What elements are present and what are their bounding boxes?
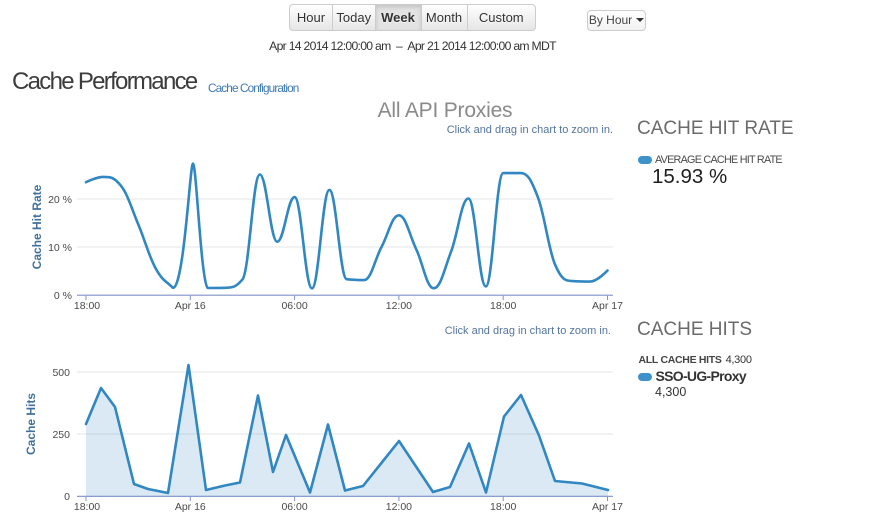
- svg-text:18:00: 18:00: [74, 300, 100, 312]
- svg-text:Apr 17: Apr 17: [592, 300, 623, 312]
- svg-text:Cache Hits: Cache Hits: [24, 393, 38, 455]
- svg-text:Apr 16: Apr 16: [175, 300, 206, 312]
- svg-text:0 %: 0 %: [54, 290, 72, 302]
- svg-text:500: 500: [52, 367, 70, 379]
- svg-text:18:00: 18:00: [490, 501, 516, 513]
- svg-text:20 %: 20 %: [48, 194, 72, 206]
- svg-text:06:00: 06:00: [281, 300, 307, 312]
- svg-text:10 %: 10 %: [48, 242, 72, 254]
- svg-text:18:00: 18:00: [490, 300, 516, 312]
- svg-text:250: 250: [52, 429, 70, 441]
- svg-text:06:00: 06:00: [281, 501, 307, 513]
- svg-text:12:00: 12:00: [386, 300, 412, 312]
- svg-text:0: 0: [64, 491, 70, 503]
- svg-text:Cache Hit Rate: Cache Hit Rate: [30, 184, 44, 269]
- svg-text:Apr 16: Apr 16: [175, 501, 206, 513]
- svg-text:Apr 17: Apr 17: [592, 501, 623, 513]
- svg-text:18:00: 18:00: [74, 501, 100, 513]
- svg-text:12:00: 12:00: [386, 501, 412, 513]
